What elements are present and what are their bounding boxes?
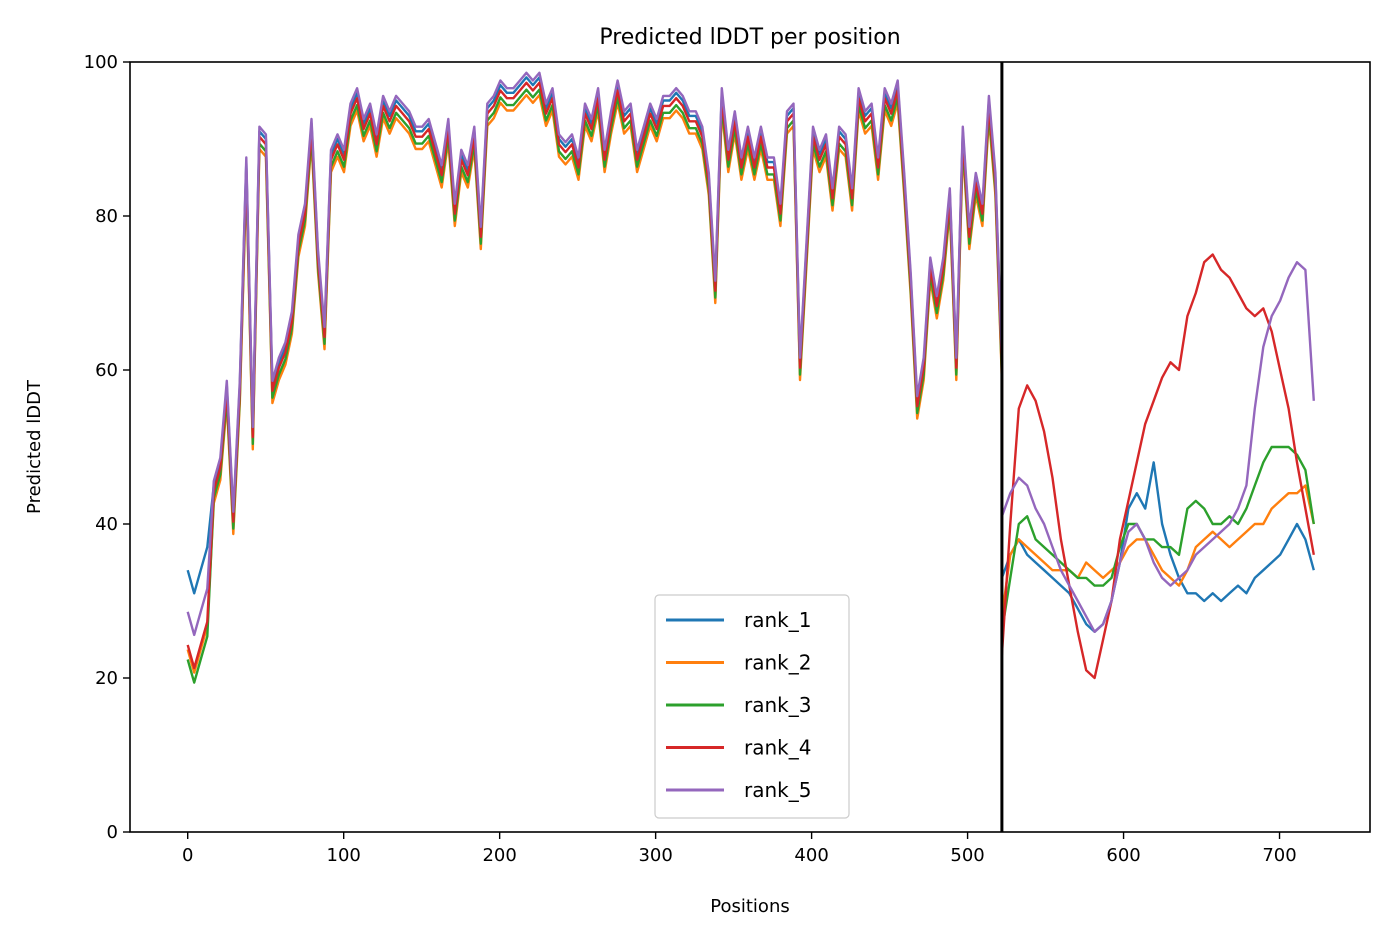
y-axis-label: Predicted lDDT bbox=[24, 379, 45, 514]
x-tick-label: 600 bbox=[1106, 845, 1140, 866]
x-axis-ticks: 0 100 200 300 400 500 600 700 bbox=[182, 832, 1297, 866]
y-tick-label: 100 bbox=[84, 52, 118, 73]
series-layer bbox=[186, 71, 1315, 684]
legend-label-rank_5: rank_5 bbox=[744, 778, 811, 802]
legend-label-rank_3: rank_3 bbox=[744, 693, 811, 717]
y-tick-label: 60 bbox=[95, 360, 118, 381]
y-tick-label: 20 bbox=[95, 668, 118, 689]
chart-title: Predicted lDDT per position bbox=[599, 25, 900, 50]
x-tick-label: 0 bbox=[182, 845, 193, 866]
plot-frame bbox=[129, 61, 1371, 833]
series-line-rank_4 bbox=[186, 81, 1315, 680]
x-tick-label: 700 bbox=[1262, 845, 1296, 866]
y-tick-label: 0 bbox=[107, 822, 118, 843]
x-tick-label: 100 bbox=[327, 845, 361, 866]
series-line-rank_5 bbox=[186, 71, 1315, 637]
y-tick-label: 80 bbox=[95, 206, 118, 227]
series-line-rank_3 bbox=[186, 88, 1315, 684]
x-tick-label: 400 bbox=[794, 845, 828, 866]
x-tick-label: 500 bbox=[950, 845, 984, 866]
series-line-rank_2 bbox=[186, 93, 1315, 674]
legend-label-rank_1: rank_1 bbox=[744, 608, 811, 632]
legend-label-rank_2: rank_2 bbox=[744, 651, 811, 675]
legend: rank_1 rank_2 rank_3 rank_4 rank_5 bbox=[654, 594, 850, 819]
y-tick-label: 40 bbox=[95, 514, 118, 535]
legend-label-rank_4: rank_4 bbox=[744, 736, 811, 760]
x-tick-label: 300 bbox=[638, 845, 672, 866]
x-tick-label: 200 bbox=[482, 845, 516, 866]
legend-box bbox=[654, 594, 850, 819]
y-axis-ticks: 0 20 40 60 80 100 bbox=[84, 52, 130, 843]
x-axis-label: Positions bbox=[710, 896, 789, 917]
